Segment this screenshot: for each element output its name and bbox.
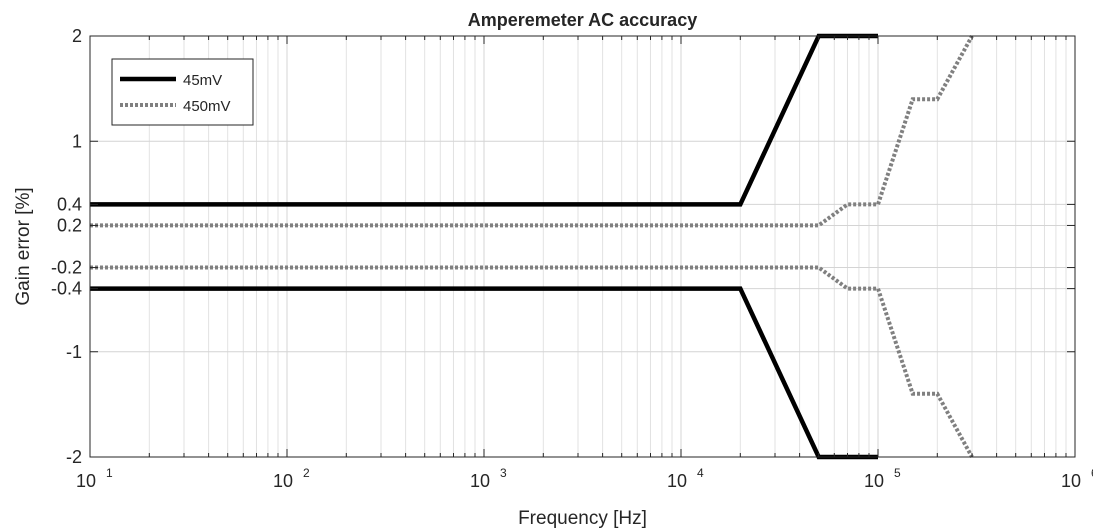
x-axis-label: Frequency [Hz]: [518, 508, 647, 529]
legend-label-1: 45mV: [183, 72, 222, 89]
x-tick-exponent: 1: [106, 466, 113, 480]
x-tick-exponent: 3: [500, 466, 507, 480]
plot-frame: [89, 35, 1076, 458]
ticks: 10 1 10 2 10 3 10 4 10 5 10 6 2 1 0.40.2 -0.2-0.4 -1 -2: [51, 26, 1093, 491]
y-tick-label: -0.2: [51, 258, 82, 278]
y-tick-label: -2: [66, 447, 82, 467]
x-tick-label: 10: [1061, 471, 1081, 491]
y-tick-label: 2: [72, 26, 82, 46]
y-tick-label: 0.4: [57, 194, 82, 214]
y-tick-label: -0.4: [51, 279, 82, 299]
x-tick-exponent: 2: [303, 466, 310, 480]
y-tick-label: -1: [66, 342, 82, 362]
series-line-2-lower: [90, 265, 974, 458]
x-tick-exponent: 6: [1091, 466, 1093, 480]
y-tick-label: 1: [72, 131, 82, 151]
x-tick-exponent: 4: [697, 466, 704, 480]
x-tick-label: 10: [470, 471, 490, 491]
x-tick-exponent: 5: [894, 466, 901, 480]
legend-box: [111, 58, 254, 126]
x-tick-label: 10: [667, 471, 687, 491]
chart-title: Amperemeter AC accuracy: [468, 10, 697, 30]
grid: [90, 36, 1075, 457]
x-tick-label: 10: [273, 471, 293, 491]
x-tick-label: 10: [864, 471, 884, 491]
y-axis-label: Gain error [%]: [13, 187, 34, 305]
x-tick-label: 10: [76, 471, 96, 491]
y-tick-label: 0.2: [57, 215, 82, 235]
series-line-2-upper: [90, 35, 974, 228]
legend-label-2: 450mV: [183, 98, 231, 115]
legend: 45mV 450mV: [111, 58, 254, 126]
